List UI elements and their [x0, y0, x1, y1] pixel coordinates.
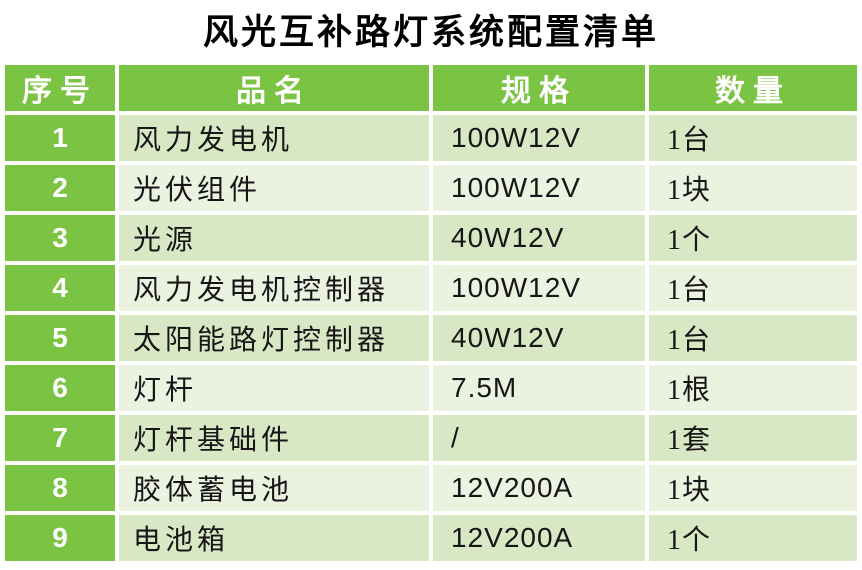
product-name: 灯杆基础件 [119, 415, 429, 461]
spec-value: 40W12V [433, 315, 645, 361]
product-name: 太阳能路灯控制器 [119, 315, 429, 361]
row-number: 9 [5, 515, 115, 561]
quantity-value: 1根 [649, 365, 857, 411]
row-number: 2 [5, 165, 115, 211]
quantity-value: 1台 [649, 265, 857, 311]
spec-value: / [433, 415, 645, 461]
spec-value: 40W12V [433, 215, 645, 261]
header-qty: 数量 [649, 65, 857, 111]
product-name: 灯杆 [119, 365, 429, 411]
quantity-value: 1套 [649, 415, 857, 461]
row-number: 1 [5, 115, 115, 161]
row-number: 4 [5, 265, 115, 311]
row-number: 7 [5, 415, 115, 461]
header-spec: 规格 [433, 65, 645, 111]
spec-value: 12V200A [433, 465, 645, 511]
page-title: 风光互补路灯系统配置清单 [202, 13, 659, 52]
table-row: 7 灯杆基础件 / 1套 [5, 415, 857, 461]
table-row: 8 胶体蓄电池 12V200A 1块 [5, 465, 857, 511]
table-row: 9 电池箱 12V200A 1个 [5, 515, 857, 561]
row-number: 5 [5, 315, 115, 361]
config-table: 序号 品名 规格 数量 1 风力发电机 100W12V 1台 2 光伏组件 10… [1, 61, 861, 565]
table-row: 4 风力发电机控制器 100W12V 1台 [5, 265, 857, 311]
table-row: 2 光伏组件 100W12V 1块 [5, 165, 857, 211]
table-row: 6 灯杆 7.5M 1根 [5, 365, 857, 411]
product-name: 风力发电机控制器 [119, 265, 429, 311]
spec-value: 100W12V [433, 115, 645, 161]
quantity-value: 1台 [649, 315, 857, 361]
spec-value: 100W12V [433, 165, 645, 211]
product-name: 风力发电机 [119, 115, 429, 161]
header-name: 品名 [119, 65, 429, 111]
header-row: 序号 品名 规格 数量 [5, 65, 857, 111]
spec-value: 100W12V [433, 265, 645, 311]
product-name: 胶体蓄电池 [119, 465, 429, 511]
quantity-value: 1个 [649, 515, 857, 561]
quantity-value: 1块 [649, 165, 857, 211]
row-number: 6 [5, 365, 115, 411]
row-number: 3 [5, 215, 115, 261]
header-no: 序号 [5, 65, 115, 111]
product-name: 电池箱 [119, 515, 429, 561]
quantity-value: 1个 [649, 215, 857, 261]
spec-value: 7.5M [433, 365, 645, 411]
table-row: 5 太阳能路灯控制器 40W12V 1台 [5, 315, 857, 361]
quantity-value: 1台 [649, 115, 857, 161]
table-row: 3 光源 40W12V 1个 [5, 215, 857, 261]
spec-value: 12V200A [433, 515, 645, 561]
row-number: 8 [5, 465, 115, 511]
product-name: 光伏组件 [119, 165, 429, 211]
product-name: 光源 [119, 215, 429, 261]
quantity-value: 1块 [649, 465, 857, 511]
table-row: 1 风力发电机 100W12V 1台 [5, 115, 857, 161]
